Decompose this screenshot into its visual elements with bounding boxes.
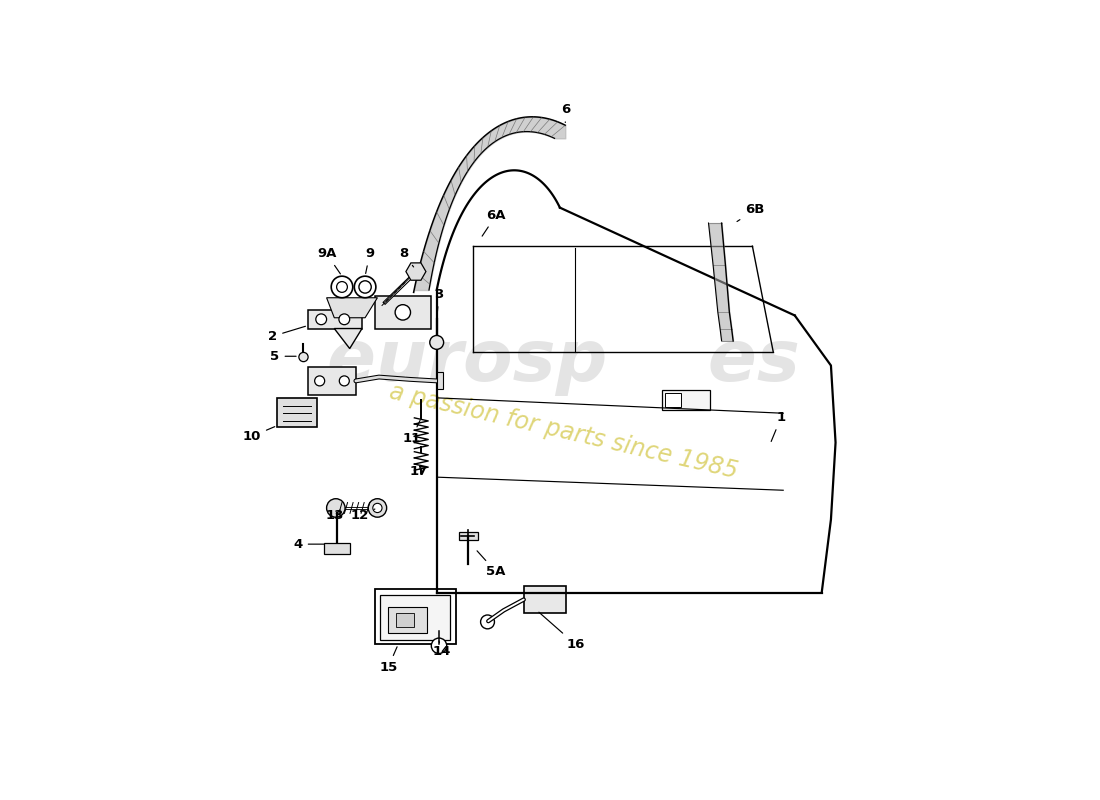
Bar: [459, 532, 477, 539]
Bar: [323, 543, 350, 554]
Circle shape: [354, 276, 376, 298]
Text: 6A: 6A: [482, 209, 506, 236]
Text: 6B: 6B: [737, 203, 764, 222]
Text: 9A: 9A: [317, 247, 340, 274]
Circle shape: [331, 276, 353, 298]
Polygon shape: [334, 329, 362, 349]
Polygon shape: [406, 263, 426, 280]
Circle shape: [368, 498, 387, 517]
Text: 5A: 5A: [477, 551, 506, 578]
Text: 6: 6: [561, 103, 570, 122]
Circle shape: [373, 503, 382, 513]
Text: 1: 1: [771, 411, 785, 442]
Text: eurosp    es: eurosp es: [328, 327, 800, 396]
Bar: [308, 367, 356, 394]
Text: 5: 5: [271, 350, 296, 362]
Text: 14: 14: [433, 641, 451, 658]
Circle shape: [339, 376, 350, 386]
Bar: [388, 607, 427, 634]
Text: 3: 3: [434, 288, 443, 317]
Bar: [375, 589, 455, 644]
Circle shape: [431, 638, 447, 654]
Text: 12: 12: [351, 509, 375, 522]
Circle shape: [395, 305, 410, 320]
Text: 8: 8: [399, 247, 414, 267]
Text: 9: 9: [365, 247, 374, 274]
Circle shape: [315, 376, 324, 386]
Bar: [437, 372, 443, 389]
Text: 16: 16: [539, 612, 584, 650]
Text: 13: 13: [326, 509, 343, 522]
Text: 17: 17: [410, 466, 428, 478]
Circle shape: [481, 615, 495, 629]
Circle shape: [316, 314, 327, 325]
Polygon shape: [327, 298, 377, 318]
Text: 11: 11: [403, 420, 420, 445]
Bar: [375, 296, 430, 329]
Circle shape: [337, 282, 348, 292]
Bar: [396, 614, 415, 627]
Bar: [524, 586, 567, 614]
Bar: [381, 595, 450, 640]
Bar: [277, 398, 317, 427]
Circle shape: [339, 314, 350, 325]
Text: 10: 10: [243, 426, 275, 443]
Circle shape: [299, 353, 308, 362]
Bar: [666, 394, 681, 407]
Text: 2: 2: [268, 326, 306, 342]
Bar: [662, 390, 711, 410]
Circle shape: [327, 498, 345, 517]
Text: a passion for parts since 1985: a passion for parts since 1985: [387, 379, 740, 482]
Text: 15: 15: [379, 646, 397, 674]
Polygon shape: [308, 310, 362, 329]
Circle shape: [430, 335, 443, 350]
Text: 4: 4: [294, 538, 323, 550]
